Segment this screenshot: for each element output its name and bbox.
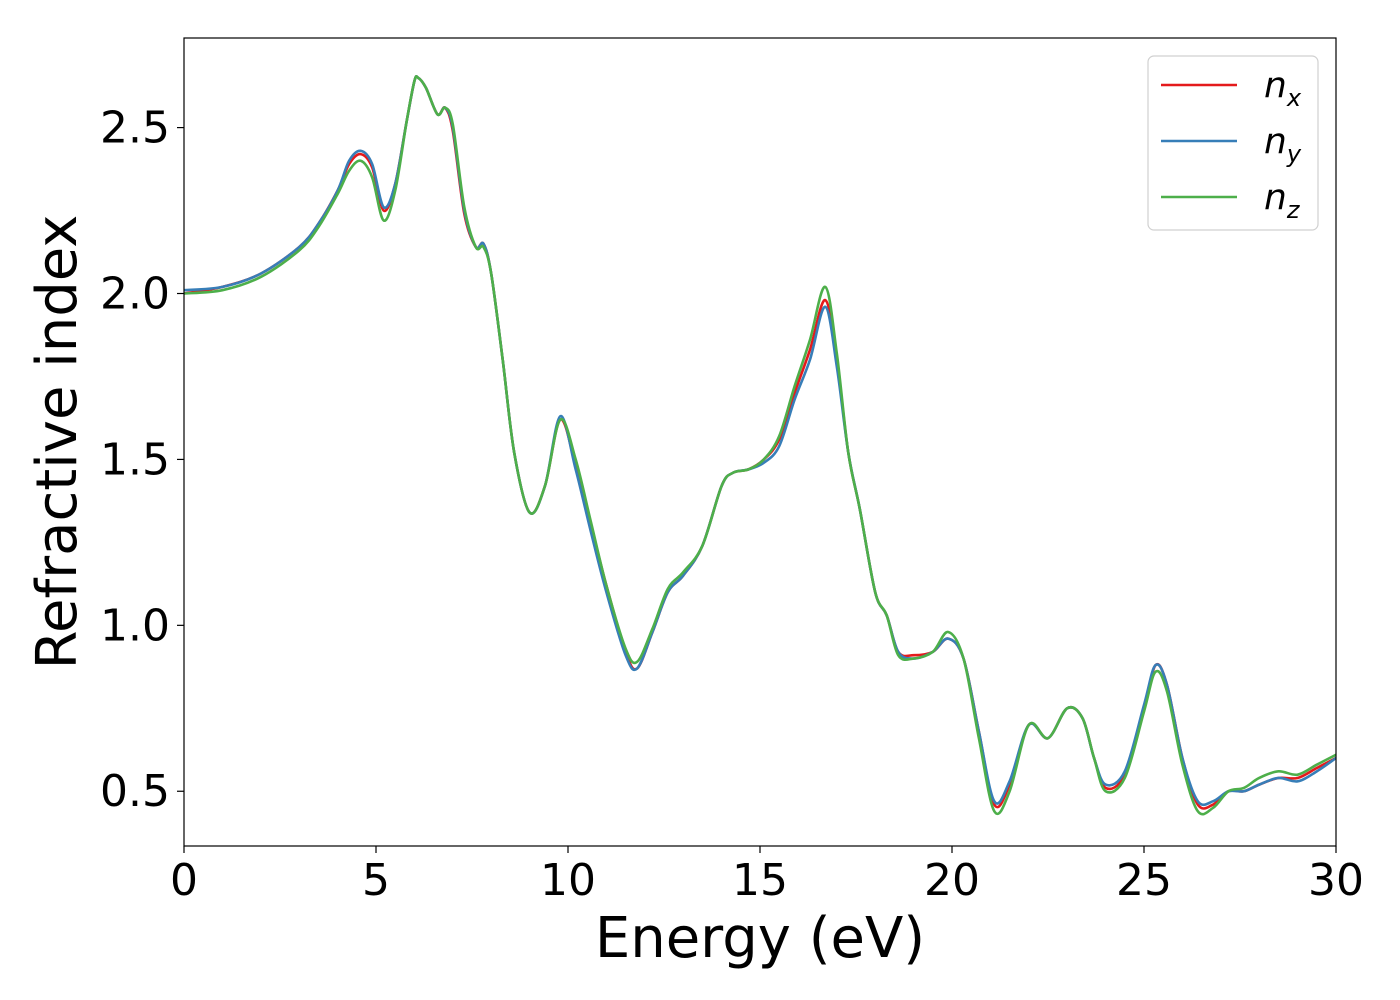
y-tick-label: 2.0 <box>100 269 170 320</box>
x-axis-ticks: 0 5 10 15 20 25 30 <box>170 846 1364 906</box>
y-tick-label: 2.5 <box>100 103 170 154</box>
legend-label-x: nx <box>1264 65 1302 112</box>
x-tick-label: 5 <box>362 855 390 906</box>
y-tick-label: 0.5 <box>100 766 170 817</box>
x-tick-label: 30 <box>1308 855 1364 906</box>
x-tick-label: 20 <box>924 855 980 906</box>
legend-label-y: ny <box>1264 121 1302 168</box>
x-tick-label: 0 <box>170 855 198 906</box>
series-line-z <box>184 75 1336 816</box>
series-layer <box>184 75 1336 816</box>
y-tick-label: 1.0 <box>100 600 170 651</box>
legend: nx ny nz <box>1147 55 1319 231</box>
legend-label-z: nz <box>1264 177 1301 224</box>
x-tick-label: 15 <box>732 855 788 906</box>
y-axis-ticks: 0.5 1.0 1.5 2.0 2.5 <box>100 103 184 817</box>
x-axis-label: Energy (eV) <box>595 906 925 971</box>
y-tick-label: 1.5 <box>100 434 170 485</box>
y-axis-label: Refractive index <box>25 215 90 670</box>
x-tick-label: 10 <box>540 855 596 906</box>
legend-box <box>1147 55 1319 231</box>
x-tick-label: 25 <box>1116 855 1172 906</box>
